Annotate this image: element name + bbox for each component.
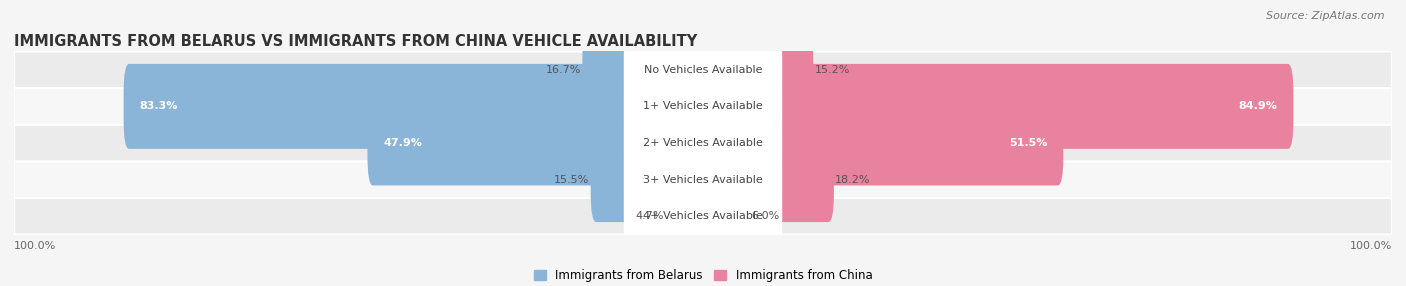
FancyBboxPatch shape (697, 27, 813, 112)
FancyBboxPatch shape (14, 198, 1392, 235)
Text: 1+ Vehicles Available: 1+ Vehicles Available (643, 102, 763, 111)
Text: 18.2%: 18.2% (835, 175, 870, 184)
FancyBboxPatch shape (14, 125, 1392, 161)
FancyBboxPatch shape (591, 137, 709, 222)
FancyBboxPatch shape (624, 185, 782, 248)
Text: 51.5%: 51.5% (1010, 138, 1047, 148)
Text: 15.5%: 15.5% (554, 175, 589, 184)
FancyBboxPatch shape (697, 137, 834, 222)
FancyBboxPatch shape (14, 51, 1392, 88)
FancyBboxPatch shape (124, 64, 709, 149)
Text: 3+ Vehicles Available: 3+ Vehicles Available (643, 175, 763, 184)
Text: 4+ Vehicles Available: 4+ Vehicles Available (643, 211, 763, 221)
Text: No Vehicles Available: No Vehicles Available (644, 65, 762, 75)
Legend: Immigrants from Belarus, Immigrants from China: Immigrants from Belarus, Immigrants from… (529, 265, 877, 286)
FancyBboxPatch shape (624, 38, 782, 101)
Text: 83.3%: 83.3% (139, 102, 177, 111)
FancyBboxPatch shape (624, 148, 782, 211)
FancyBboxPatch shape (624, 112, 782, 174)
Text: 47.9%: 47.9% (384, 138, 422, 148)
Text: 15.2%: 15.2% (814, 65, 851, 75)
Text: 4.7%: 4.7% (636, 211, 664, 221)
Text: 100.0%: 100.0% (1350, 241, 1392, 251)
FancyBboxPatch shape (697, 64, 1294, 149)
Text: 16.7%: 16.7% (546, 65, 581, 75)
FancyBboxPatch shape (697, 101, 1063, 185)
Text: 100.0%: 100.0% (14, 241, 56, 251)
Text: 2+ Vehicles Available: 2+ Vehicles Available (643, 138, 763, 148)
FancyBboxPatch shape (697, 174, 749, 259)
FancyBboxPatch shape (14, 161, 1392, 198)
Text: 84.9%: 84.9% (1239, 102, 1278, 111)
FancyBboxPatch shape (665, 174, 709, 259)
Text: Source: ZipAtlas.com: Source: ZipAtlas.com (1267, 11, 1385, 21)
Text: 6.0%: 6.0% (751, 211, 779, 221)
FancyBboxPatch shape (624, 75, 782, 138)
FancyBboxPatch shape (14, 88, 1392, 125)
FancyBboxPatch shape (582, 27, 709, 112)
FancyBboxPatch shape (367, 101, 709, 185)
Text: IMMIGRANTS FROM BELARUS VS IMMIGRANTS FROM CHINA VEHICLE AVAILABILITY: IMMIGRANTS FROM BELARUS VS IMMIGRANTS FR… (14, 33, 697, 49)
